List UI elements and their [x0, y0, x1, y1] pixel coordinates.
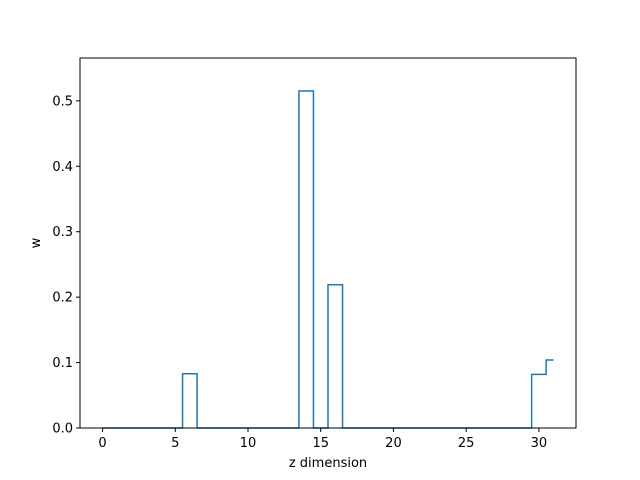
x-axis-label: z dimension	[289, 456, 367, 471]
y-tick-label: 0.4	[52, 160, 73, 175]
y-tick-label: 0.3	[52, 225, 73, 240]
y-tick-label: 0.1	[52, 356, 73, 371]
x-axis: 0 5 10 15 20 25 30	[98, 428, 547, 451]
x-tick-label: 0	[98, 436, 106, 451]
x-tick-label: 30	[531, 436, 548, 451]
y-tick-label: 0.2	[52, 291, 73, 306]
x-tick-label: 20	[385, 436, 402, 451]
y-axis: 0.0 0.1 0.2 0.3 0.4 0.5	[52, 94, 80, 437]
y-tick-label: 0.0	[52, 422, 73, 437]
y-tick-label: 0.5	[52, 94, 73, 109]
x-tick-label: 25	[458, 436, 475, 451]
axes-frame	[79, 57, 577, 429]
x-tick-label: 5	[171, 436, 179, 451]
y-axis-label: w	[29, 237, 44, 248]
x-tick-label: 15	[312, 436, 329, 451]
x-tick-label: 10	[240, 436, 257, 451]
